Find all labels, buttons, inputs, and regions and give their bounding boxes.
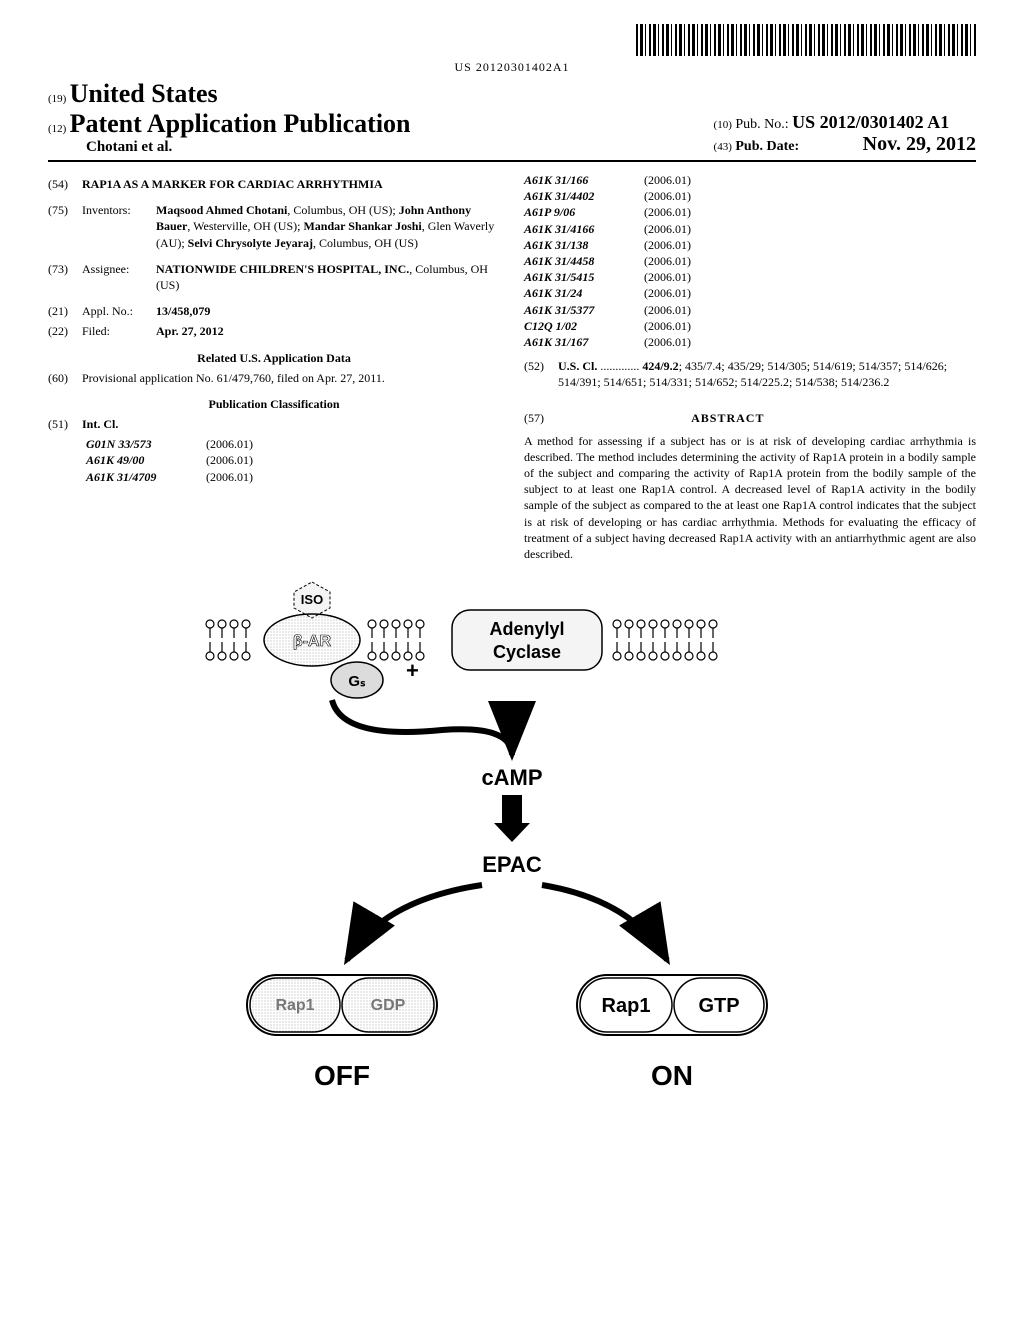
svg-text:ISO: ISO (301, 592, 323, 607)
svg-text:GTP: GTP (698, 995, 739, 1017)
filed-code: (22) (48, 323, 82, 339)
beta-ar-receptor: β-AR (264, 614, 360, 666)
intcl-code: (51) (48, 416, 82, 432)
ipc-row: G01N 33/573(2006.01) (86, 436, 500, 452)
left-column: (54) RAP1A AS A MARKER FOR CARDIAC ARRHY… (48, 172, 500, 562)
pubclass-heading: Publication Classification (48, 396, 500, 412)
svg-text:Adenylyl: Adenylyl (489, 619, 564, 639)
uscl-value: U.S. Cl. ............. 424/9.2; 435/7.4;… (558, 358, 976, 390)
barcode-number: US 20120301402A1 (48, 60, 976, 75)
code-10: (10) (714, 119, 732, 131)
body-columns: (54) RAP1A AS A MARKER FOR CARDIAC ARRHY… (48, 172, 976, 562)
filed-value: Apr. 27, 2012 (156, 323, 500, 339)
ipc-row: A61K 31/24(2006.01) (524, 285, 976, 301)
assignee-code: (73) (48, 261, 82, 293)
barcode-region: US 20120301402A1 (48, 24, 976, 75)
assignee-label: Assignee: (82, 261, 156, 293)
barcode-icon (636, 24, 976, 56)
provisional-text: Provisional application No. 61/479,760, … (82, 370, 500, 386)
svg-text:GDP: GDP (371, 997, 406, 1014)
ipc-table-right: A61K 31/166(2006.01) A61K 31/4402(2006.0… (524, 172, 976, 350)
epac-label: EPAC (482, 852, 542, 877)
abstract-text: A method for assessing if a subject has … (524, 433, 976, 563)
country: United States (70, 79, 218, 108)
ipc-row: A61K 31/167(2006.01) (524, 334, 976, 350)
ipc-table-left: G01N 33/573(2006.01) A61K 49/00(2006.01)… (86, 436, 500, 485)
pub-date: Nov. 29, 2012 (863, 133, 976, 155)
arrow-camp-epac (494, 795, 530, 842)
pub-number: US 2012/0301402 A1 (792, 112, 949, 132)
filed-label: Filed: (82, 323, 156, 339)
invention-title: RAP1A AS A MARKER FOR CARDIAC ARRHYTHMIA (82, 176, 500, 192)
applno-code: (21) (48, 303, 82, 319)
applno-label: Appl. No.: (82, 303, 156, 319)
applno-value: 13/458,079 (156, 303, 500, 319)
uscl-code: (52) (524, 358, 558, 390)
svg-text:Gₛ: Gₛ (348, 673, 366, 690)
ipc-row: C12Q 1/02(2006.01) (524, 318, 976, 334)
abstract-code: (57) (524, 411, 544, 425)
arrow-gs-camp (332, 700, 512, 755)
membrane-right-icon (613, 620, 717, 660)
gs-protein: Gₛ (331, 662, 383, 698)
on-label: ON (651, 1060, 693, 1091)
rap1-gdp-pill: Rap1 GDP (247, 975, 437, 1035)
ipc-row: A61K 31/4402(2006.01) (524, 188, 976, 204)
right-column: A61K 31/166(2006.01) A61K 31/4402(2006.0… (524, 172, 976, 562)
svg-text:Cyclase: Cyclase (493, 642, 561, 662)
rap1-gtp-pill: Rap1 GTP (577, 975, 767, 1035)
arrow-epac-off (347, 885, 482, 960)
header-row: (19) United States (12) Patent Applicati… (48, 79, 976, 156)
ipc-row: A61K 31/5377(2006.01) (524, 302, 976, 318)
ipc-row: A61P 9/06(2006.01) (524, 204, 976, 220)
header-left: (19) United States (12) Patent Applicati… (48, 79, 411, 156)
ipc-row: A61K 31/138(2006.01) (524, 237, 976, 253)
header-right: (10) Pub. No.: US 2012/0301402 A1 (43) P… (714, 112, 976, 156)
svg-text:Rap1: Rap1 (275, 997, 314, 1014)
svg-text:Rap1: Rap1 (602, 995, 651, 1017)
abstract-heading: ABSTRACT (547, 410, 909, 426)
code-12: (12) (48, 123, 66, 135)
iso-ligand: ISO (294, 582, 330, 618)
pubdate-label: Pub. Date: (735, 139, 799, 154)
title-code: (54) (48, 176, 82, 192)
svg-text:β-AR: β-AR (293, 633, 332, 650)
code-43: (43) (714, 141, 732, 153)
intcl-label: Int. Cl. (82, 416, 500, 432)
publication-type: Patent Application Publication (70, 109, 411, 138)
inventors-list: Maqsood Ahmed Chotani, Columbus, OH (US)… (156, 202, 500, 251)
adenylyl-cyclase: Adenylyl Cyclase (452, 610, 602, 670)
camp-label: cAMP (481, 765, 542, 790)
provisional-code: (60) (48, 370, 82, 386)
ipc-row: A61K 31/4166(2006.01) (524, 221, 976, 237)
authors-line: Chotani et al. (86, 139, 411, 156)
inventors-code: (75) (48, 202, 82, 251)
arrow-epac-on (542, 885, 667, 960)
ipc-row: A61K 31/4709(2006.01) (86, 469, 500, 485)
plus-sign: + (406, 658, 419, 683)
off-label: OFF (314, 1060, 370, 1091)
ipc-row: A61K 31/166(2006.01) (524, 172, 976, 188)
membrane-mid-icon (368, 620, 424, 660)
inventors-label: Inventors: (82, 202, 156, 251)
pubno-label: Pub. No.: (735, 117, 788, 132)
pathway-diagram: ISO β-AR Gₛ + Adenylyl Cyclase (162, 580, 862, 1140)
ipc-row: A61K 31/5415(2006.01) (524, 269, 976, 285)
assignee-value: NATIONWIDE CHILDREN'S HOSPITAL, INC., Co… (156, 261, 500, 293)
code-19: (19) (48, 93, 66, 105)
ipc-row: A61K 49/00(2006.01) (86, 452, 500, 468)
ipc-row: A61K 31/4458(2006.01) (524, 253, 976, 269)
divider-thick (48, 160, 976, 162)
related-heading: Related U.S. Application Data (48, 350, 500, 366)
